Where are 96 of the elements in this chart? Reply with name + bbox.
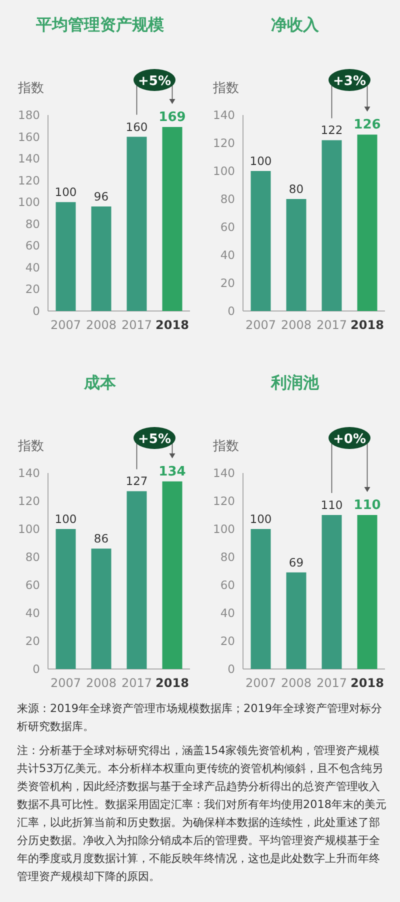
data-label: 100	[54, 185, 77, 200]
y-tick-label: 160	[18, 130, 40, 144]
y-tick-label: 0	[228, 662, 235, 676]
bar	[357, 134, 378, 311]
y-tick-label: 0	[228, 304, 235, 318]
bar	[162, 481, 182, 669]
y-tick-label: 80	[220, 550, 235, 564]
bar	[56, 202, 76, 311]
x-tick-label: 2008	[86, 676, 117, 690]
bar	[250, 529, 271, 669]
x-tick-label: 2007	[245, 318, 276, 332]
y-tick-label: 60	[25, 578, 40, 592]
y-tick-label: 100	[18, 195, 40, 210]
x-tick-label: 2017	[121, 318, 152, 332]
y-tick-label: 80	[25, 216, 40, 231]
y-axis-title: 指数	[212, 81, 239, 96]
x-tick-label: 2017	[316, 676, 348, 690]
data-label: 126	[354, 118, 381, 133]
chart-title: 利润池	[270, 373, 320, 392]
x-tick-label: 2007	[50, 676, 82, 690]
y-tick-label: 40	[25, 606, 40, 620]
y-tick-label: 80	[25, 550, 40, 564]
y-tick-label: 0	[32, 304, 40, 318]
y-tick-label: 140	[18, 466, 40, 480]
data-label: 110	[320, 498, 343, 512]
x-tick-label: 2018	[350, 318, 384, 332]
data-label: 100	[250, 154, 272, 168]
y-axis-title: 指数	[17, 439, 44, 454]
text: +5%	[138, 432, 171, 447]
y-tick-label: 100	[213, 522, 235, 536]
data-label: 69	[288, 555, 304, 570]
y-tick-label: 120	[18, 173, 40, 188]
data-label: 96	[94, 189, 109, 204]
source-note: 来源：2019年全球资产管理市场规模数据库；2019年全球资产管理对标分析研究数据库。	[17, 701, 383, 735]
y-tick-label: 60	[220, 578, 235, 592]
bar	[322, 515, 342, 669]
y-tick-label: 140	[213, 108, 235, 122]
data-label: 122	[320, 123, 343, 138]
data-label: 80	[288, 182, 304, 196]
x-tick-label: 2017	[316, 318, 348, 332]
y-tick-label: 120	[213, 136, 235, 150]
bar	[286, 199, 306, 311]
y-tick-label: 120	[213, 494, 235, 508]
x-tick-label: 2008	[280, 676, 312, 690]
x-tick-label: 2017	[121, 676, 152, 690]
bar	[286, 572, 306, 669]
y-tick-label: 20	[220, 634, 235, 648]
text: +3%	[333, 74, 366, 89]
y-tick-label: 100	[213, 164, 235, 178]
chart-title: 成本	[83, 373, 117, 392]
y-tick-label: 20	[25, 634, 40, 648]
y-tick-label: 40	[220, 606, 235, 620]
text: +0%	[333, 432, 366, 447]
data-label: 100	[250, 512, 272, 526]
data-label: 86	[94, 532, 109, 546]
y-tick-label: 20	[25, 282, 40, 296]
y-tick-label: 140	[213, 466, 235, 480]
text: +5%	[138, 74, 171, 89]
x-tick-label: 2018	[156, 676, 189, 690]
y-tick-label: 40	[25, 260, 40, 274]
x-tick-label: 2018	[350, 676, 384, 690]
y-axis-title: 指数	[17, 81, 44, 96]
y-tick-label: 20	[220, 276, 235, 290]
bar	[91, 548, 112, 669]
y-tick-label: 180	[18, 108, 40, 122]
data-label: 127	[126, 474, 148, 488]
y-tick-label: 0	[32, 662, 40, 676]
y-tick-label: 140	[18, 152, 40, 166]
chart-title: 平均管理资产规模	[35, 15, 164, 34]
text: 注：分析基于全球对标研究得出，涵盖154家领先资管机构，管理资产规模共计53万亿美元。本分析样本权重向更传统的资管机构倾斜，且不包含纯另类资管机构，因此经济数据与基于全球产品趋势分析得出的总资产管理收入数据不具可比性。数据采用固定汇率：我们对所有年均使用2018年末的美元汇率，以此折算当前和历史数据。为确保样本数据的连续性，此处重述了部分历史数据。净收入为扣除分销成本后的管理费。平均管理资产规模基于全年的季度或月度数据计算，不能反映年终情况，这也是此处数字上升而年终管理资产规模却下降的原因。	[17, 743, 387, 885]
x-tick-label: 2018	[156, 318, 189, 332]
y-tick-label: 100	[18, 522, 40, 536]
y-tick-label: 60	[220, 220, 235, 234]
bar	[126, 136, 147, 311]
data-label: 160	[126, 120, 148, 134]
data-label: 100	[54, 512, 77, 526]
data-label: 169	[158, 110, 186, 125]
chart-title: 净收入	[271, 15, 320, 34]
bar	[250, 171, 271, 311]
x-tick-label: 2008	[280, 318, 312, 332]
data-label: 110	[354, 498, 381, 513]
y-tick-label: 60	[25, 238, 40, 253]
bar	[162, 126, 182, 311]
y-tick-label: 120	[18, 494, 40, 508]
bar	[322, 140, 342, 311]
x-tick-label: 2007	[50, 318, 82, 332]
data-label: 134	[158, 464, 186, 480]
bar	[91, 206, 112, 311]
y-tick-label: 40	[220, 248, 235, 262]
x-tick-label: 2007	[245, 676, 276, 690]
bar	[126, 491, 147, 669]
y-tick-label: 80	[220, 192, 235, 206]
bar	[357, 515, 378, 669]
bar	[56, 529, 76, 669]
y-axis-title: 指数	[212, 439, 239, 454]
x-tick-label: 2008	[86, 318, 117, 332]
